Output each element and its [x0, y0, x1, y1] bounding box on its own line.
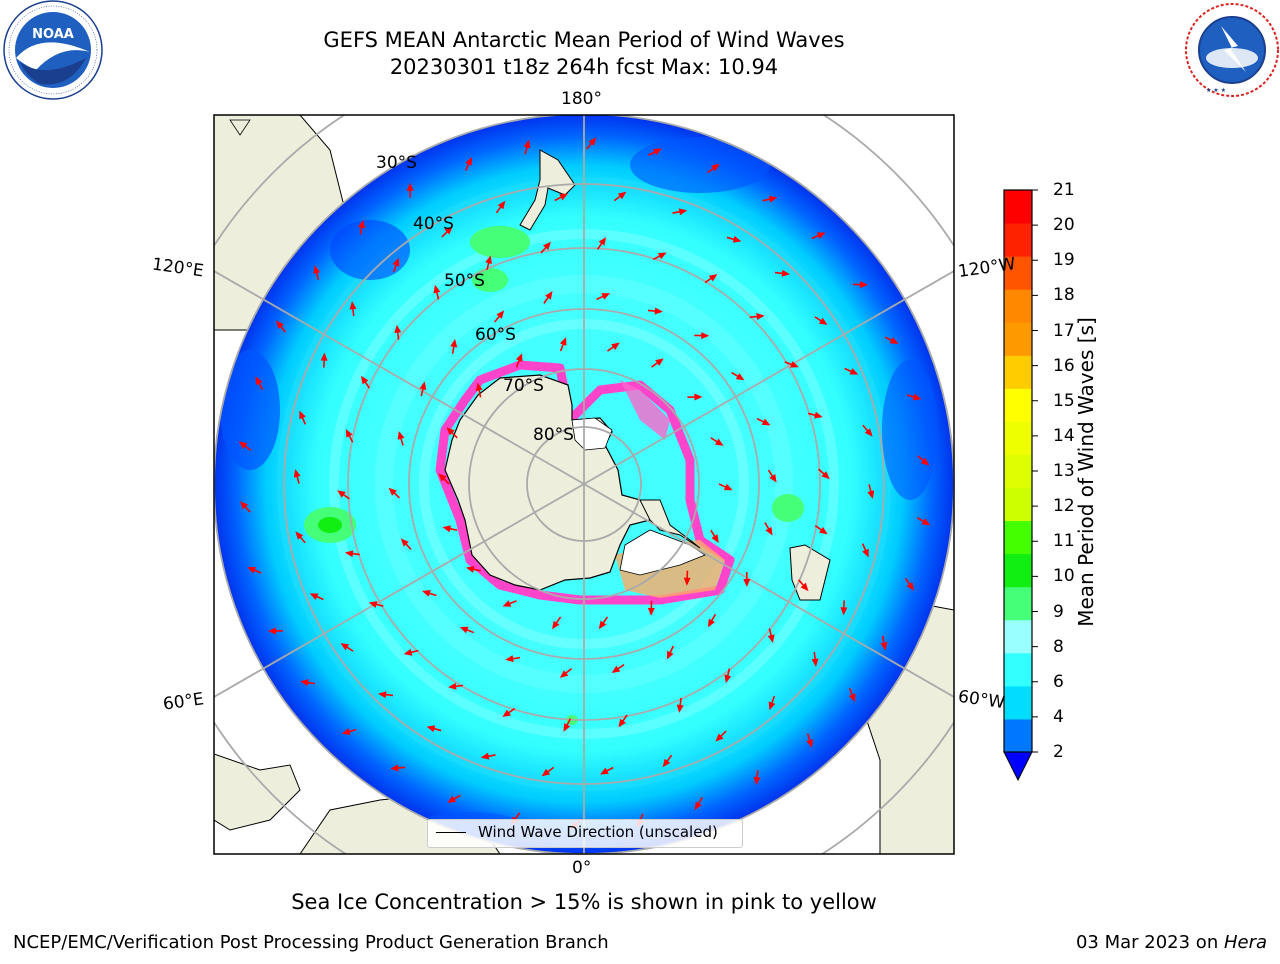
- colorbar-segment: [1004, 686, 1032, 720]
- colorbar-tick-label: 21: [1053, 180, 1075, 200]
- footer-date-text: 03 Mar 2023 on: [1076, 932, 1224, 953]
- colorbar-tick-label: 19: [1053, 250, 1075, 270]
- colorbar-segment: [1004, 421, 1032, 455]
- colorbar-segment: [1004, 322, 1032, 356]
- colorbar-segment: [1004, 223, 1032, 257]
- lon-label-0: 0°: [572, 858, 591, 878]
- colorbar-segment: [1004, 454, 1032, 488]
- footer-host: Hera: [1224, 932, 1267, 953]
- lat-label-50s: 50°S: [444, 271, 485, 291]
- colorbar-tick-label: 10: [1053, 566, 1075, 586]
- lat-label-40s: 40°S: [413, 214, 454, 234]
- colorbar-label: Mean Period of Wind Waves [s]: [1074, 317, 1098, 627]
- lat-label-30s: 30°S: [376, 153, 417, 173]
- colorbar-tick-label: 6: [1053, 672, 1064, 692]
- footer-date: 03 Mar 2023 on Hera: [1076, 932, 1267, 953]
- sea-ice-note: Sea Ice Concentration > 15% is shown in …: [234, 890, 934, 914]
- colorbar-segment: [1004, 554, 1032, 588]
- footer-credit: NCEP/EMC/Verification Post Processing Pr…: [13, 932, 609, 953]
- legend-label: Wind Wave Direction (unscaled): [478, 823, 718, 841]
- colorbar-extend-arrow: [1004, 752, 1032, 780]
- colorbar-tick-label: 2: [1053, 742, 1064, 762]
- colorbar-tick-label: 17: [1053, 321, 1075, 341]
- colorbar-segment: [1004, 190, 1032, 224]
- colorbar-segment: [1004, 719, 1032, 753]
- colorbar-tick-label: 4: [1053, 707, 1064, 727]
- colorbar-segment: [1004, 521, 1032, 555]
- colorbar-segment: [1004, 488, 1032, 522]
- colorbar-tick-label: 18: [1053, 285, 1075, 305]
- colorbar-segment: [1004, 620, 1032, 654]
- colorbar-segment: [1004, 587, 1032, 621]
- colorbar-tick-label: 20: [1053, 215, 1075, 235]
- colorbar-segment: [1004, 355, 1032, 389]
- map-legend: Wind Wave Direction (unscaled): [427, 819, 743, 848]
- colorbar-tick-label: 9: [1053, 602, 1064, 622]
- colorbar-tick-label: 12: [1053, 496, 1075, 516]
- colorbar-tick-label: 8: [1053, 637, 1064, 657]
- colorbar-tick-label: 13: [1053, 461, 1075, 481]
- colorbar-tick-label: 16: [1053, 356, 1075, 376]
- lat-label-80s: 80°S: [533, 425, 574, 445]
- colorbar-tick-label: 15: [1053, 391, 1075, 411]
- colorbar-segment: [1004, 289, 1032, 323]
- lat-label-60s: 60°S: [475, 325, 516, 345]
- colorbar-tick-label: 14: [1053, 426, 1075, 446]
- colorbar-segment: [1004, 653, 1032, 687]
- lon-label-180: 180°: [561, 89, 602, 109]
- colorbar-segment: [1004, 388, 1032, 422]
- lat-label-70s: 70°S: [503, 376, 544, 396]
- legend-line-swatch: [436, 832, 466, 833]
- colorbar-tick-label: 11: [1053, 531, 1075, 551]
- colorbar: [1004, 190, 1038, 780]
